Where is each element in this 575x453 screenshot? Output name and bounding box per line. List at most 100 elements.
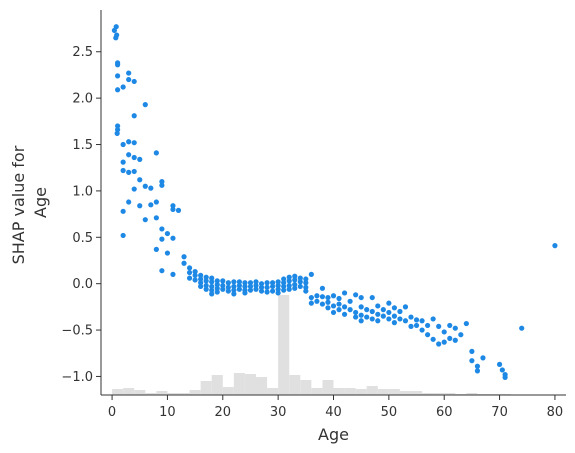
data-point xyxy=(281,280,287,286)
data-point xyxy=(142,217,148,223)
data-point xyxy=(120,159,126,165)
data-point xyxy=(214,278,220,284)
data-point xyxy=(286,274,292,280)
data-point xyxy=(137,203,143,209)
scatter-points xyxy=(111,24,558,380)
data-point xyxy=(474,363,481,369)
data-point xyxy=(286,278,292,284)
histogram-bar xyxy=(411,391,423,395)
data-point xyxy=(286,282,292,289)
data-point xyxy=(164,230,171,237)
data-point xyxy=(519,325,525,331)
data-point xyxy=(413,322,420,329)
data-point xyxy=(142,183,148,189)
data-point xyxy=(441,329,447,335)
y-tick-label: 2.0 xyxy=(72,92,93,107)
x-tick-label: 40 xyxy=(325,405,342,420)
y-tick-label: 2.5 xyxy=(72,45,93,60)
data-point xyxy=(353,292,359,298)
data-point xyxy=(430,336,436,342)
data-point xyxy=(231,291,237,297)
data-point xyxy=(153,150,159,156)
data-point xyxy=(303,280,309,286)
histogram-bar xyxy=(123,388,135,395)
data-point xyxy=(131,168,137,175)
data-point xyxy=(253,279,259,285)
data-point xyxy=(198,272,204,278)
data-point xyxy=(325,305,331,311)
data-point xyxy=(198,276,204,282)
data-point xyxy=(115,87,121,93)
data-point xyxy=(436,341,442,347)
data-point xyxy=(120,167,126,174)
histogram-bar xyxy=(145,393,157,395)
y-tick-label: 1.0 xyxy=(72,184,93,199)
data-point xyxy=(447,322,453,329)
data-point xyxy=(115,62,121,68)
data-point xyxy=(148,202,154,208)
data-point xyxy=(170,235,176,241)
data-point xyxy=(203,286,209,292)
data-point xyxy=(397,316,403,322)
data-point xyxy=(430,316,436,322)
histogram-bar xyxy=(388,389,400,395)
data-point xyxy=(131,78,137,85)
data-point xyxy=(126,169,132,175)
data-point xyxy=(264,280,270,286)
data-point xyxy=(425,332,431,338)
y-ticks: −1.0 −0.5 0.0 0.5 1.0 1.5 2.0 2.5 xyxy=(61,45,101,385)
data-point xyxy=(126,70,132,76)
histogram-bar xyxy=(278,295,290,395)
histogram-bar xyxy=(322,380,334,395)
data-point xyxy=(120,84,126,90)
data-point xyxy=(341,304,348,310)
data-point xyxy=(408,323,414,329)
histogram-bar xyxy=(267,388,279,395)
data-point xyxy=(113,24,119,30)
data-point xyxy=(314,293,320,299)
histogram-bar xyxy=(178,393,190,395)
data-point xyxy=(120,141,126,148)
data-point xyxy=(220,282,226,289)
data-point xyxy=(270,283,276,290)
data-point xyxy=(142,102,148,108)
histogram-bar xyxy=(167,393,179,395)
data-point xyxy=(236,286,242,292)
data-point xyxy=(292,273,298,279)
y-tick-label: −0.5 xyxy=(61,324,93,339)
histogram-bar xyxy=(112,389,124,395)
data-point xyxy=(297,283,303,290)
data-point xyxy=(386,316,392,322)
data-point xyxy=(419,318,425,324)
data-point xyxy=(275,290,281,296)
data-point xyxy=(225,280,231,286)
data-point xyxy=(192,269,198,275)
data-point xyxy=(502,374,508,380)
y-tick-label: 0.0 xyxy=(72,277,93,292)
data-point xyxy=(209,283,215,290)
data-point xyxy=(358,294,364,301)
histogram-bar xyxy=(134,390,146,395)
data-point xyxy=(391,305,397,311)
data-point xyxy=(499,367,505,373)
data-point xyxy=(214,282,220,288)
data-point xyxy=(369,316,375,322)
data-point xyxy=(126,139,132,145)
data-point xyxy=(242,290,248,296)
data-point xyxy=(297,275,303,281)
data-point xyxy=(153,215,159,221)
data-point xyxy=(474,368,481,374)
data-point xyxy=(308,294,314,301)
data-point xyxy=(469,348,475,354)
data-point xyxy=(319,285,326,291)
histogram-bar xyxy=(311,388,323,395)
data-point xyxy=(247,287,254,293)
data-point xyxy=(203,274,209,280)
data-point xyxy=(170,206,176,213)
data-point xyxy=(247,283,254,290)
data-point xyxy=(436,323,442,329)
data-point xyxy=(480,355,486,361)
x-tick-label: 30 xyxy=(270,405,287,420)
data-point xyxy=(397,308,403,315)
data-point xyxy=(247,280,254,286)
